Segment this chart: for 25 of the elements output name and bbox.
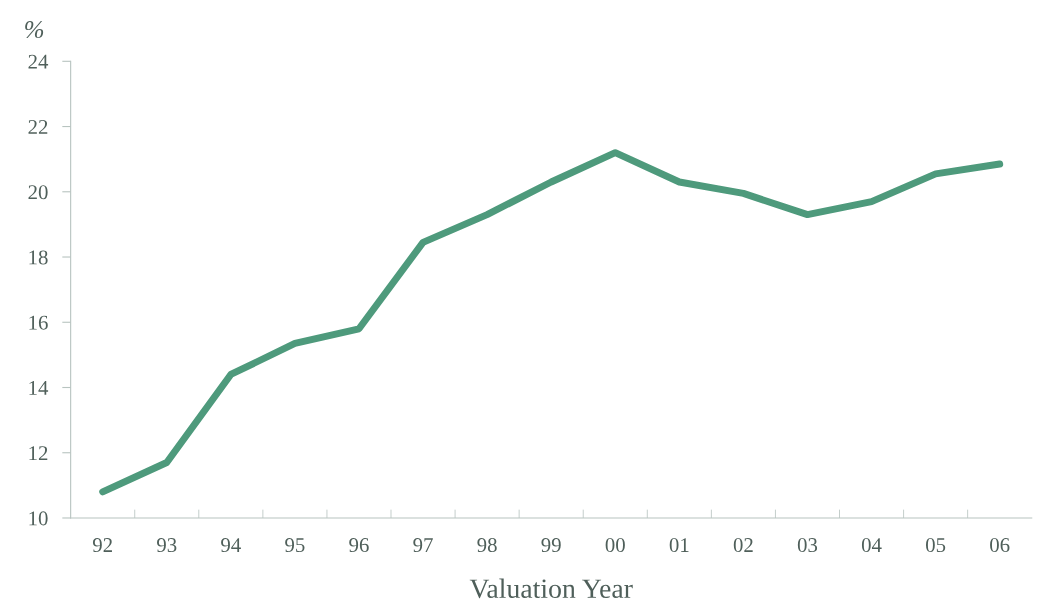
x-tick-label: 06 — [990, 538, 1010, 553]
y-tick-label: 20 — [28, 185, 48, 200]
x-tick-label: 94 — [221, 538, 241, 553]
x-tick-label: 05 — [926, 538, 946, 553]
y-tick-label: 14 — [29, 380, 49, 395]
x-tick-label: 92 — [92, 538, 112, 553]
x-tick-label: 93 — [157, 538, 177, 553]
x-tick-label: 95 — [285, 538, 305, 553]
x-tick-label: 99 — [541, 538, 561, 553]
y-tick-label: 12 — [29, 446, 48, 460]
x-tick-label: 02 — [733, 538, 753, 553]
y-tick-label: 16 — [29, 315, 48, 330]
y-tick-label: 10 — [29, 511, 48, 526]
x-tick-label: 97 — [413, 538, 433, 553]
y-tick-label: 24 — [28, 54, 49, 69]
x-tick-label: 03 — [797, 538, 818, 553]
x-tick-label: 01 — [669, 538, 689, 553]
x-tick-label: 96 — [349, 538, 369, 553]
y-axis-title: % — [25, 21, 44, 39]
x-tick-label: 04 — [861, 538, 882, 553]
y-tick-label: 22 — [28, 119, 48, 134]
x-tick-label: 98 — [477, 538, 497, 553]
y-tick-label: 18 — [29, 250, 48, 265]
x-tick-label: 00 — [605, 538, 625, 553]
x-axis-title: Valuation Year — [469, 578, 633, 599]
